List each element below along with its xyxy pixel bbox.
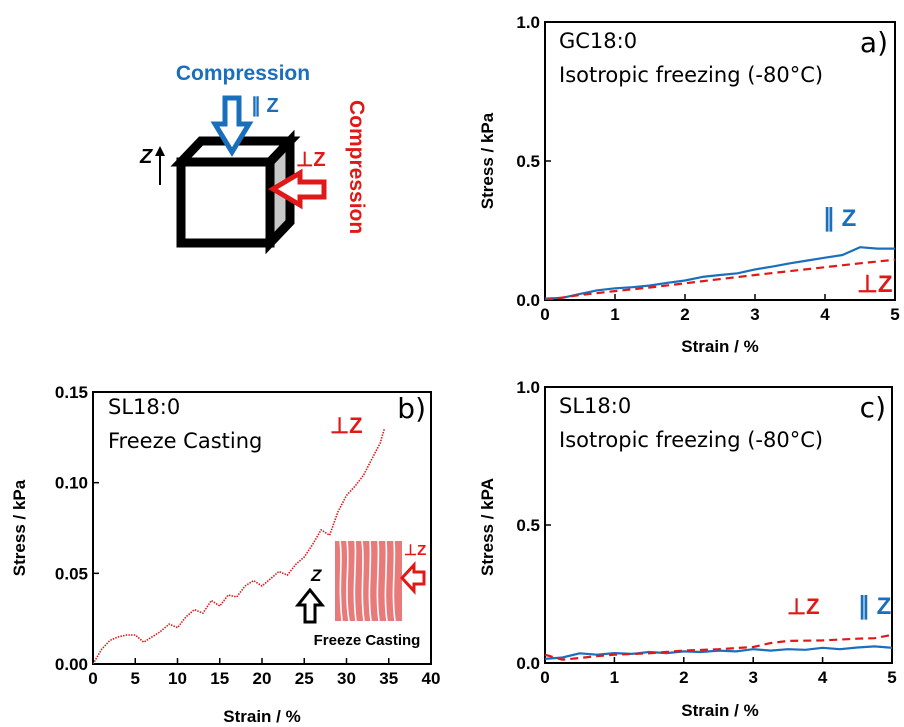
panel-a-x-tick-label: 1 xyxy=(610,305,619,324)
panel-a-letter: a) xyxy=(860,26,888,59)
panel-a-chart: 0 1 2 3 4 5 0.0 0.5 1.0 GC18:0 Isotropic freezin… xyxy=(478,13,900,356)
panel-b-y-tick-label: 0.10 xyxy=(55,474,88,493)
panel-c-parallel-series-label: ∥ Z xyxy=(858,593,891,620)
compression-label-top: Compression xyxy=(176,62,310,85)
panel-b-x-tick-label: 20 xyxy=(253,669,272,688)
panel-a-x-tick-label: 5 xyxy=(890,305,899,324)
panel-a-x-tick-label: 0 xyxy=(540,305,549,324)
panel-c-y-tick-label: 1.0 xyxy=(516,378,540,397)
panel-c-series-perp-line xyxy=(545,633,892,661)
panel-b-x-tick-label: 15 xyxy=(210,669,229,688)
panel-a-parallel-series-label: ∥ Z xyxy=(823,205,856,232)
panel-c-sample-label: SL18:0 xyxy=(559,394,631,418)
panel-c-letter: c) xyxy=(860,391,886,424)
compression-label-side: Compression xyxy=(345,100,368,234)
panel-c-x-tick-label: 3 xyxy=(748,668,757,687)
panel-c-x-tick-label: 0 xyxy=(540,668,549,687)
panel-c-y-tick-label: 0.5 xyxy=(516,516,540,535)
inset-freeze-casting-label: Freeze Casting xyxy=(314,632,421,649)
panel-b-x-tick-label: 30 xyxy=(337,669,356,688)
compression-schematic: Compression ∥ Z ⊥Z Compression Z xyxy=(139,62,368,255)
panel-c-method-label: Isotropic freezing (-80°C) xyxy=(559,428,823,452)
panel-b-perp-series-label: ⊥Z xyxy=(330,413,363,438)
panel-c-x-axis-label: Strain / % xyxy=(681,701,758,720)
panel-c-perp-series-label: ⊥Z xyxy=(787,594,820,619)
panel-b-method-label: Freeze Casting xyxy=(108,429,262,453)
panel-a-y-tick-label: 1.0 xyxy=(516,13,540,32)
panel-b-y-tick-label: 0.00 xyxy=(55,655,88,674)
panel-b-x-tick-label: 40 xyxy=(422,669,441,688)
panel-b-series-perp-line xyxy=(93,428,386,664)
panel-a-y-axis-label: Stress / kPa xyxy=(478,112,497,209)
panel-a-series-parallel-line xyxy=(545,246,895,300)
panel-a-x-tick-label: 4 xyxy=(820,305,830,324)
panel-b-x-axis-label: Strain / % xyxy=(223,707,300,726)
panel-b-x-tick-label: 0 xyxy=(88,669,97,688)
freeze-cast-sample xyxy=(335,541,402,621)
panel-c-x-tick-label: 4 xyxy=(818,668,828,687)
panel-b-x-tick-label: 5 xyxy=(131,669,140,688)
panel-b-y-tick-label: 0.05 xyxy=(55,564,88,583)
panel-a-sample-label: GC18:0 xyxy=(559,29,637,53)
panel-c-x-tick-label: 5 xyxy=(887,668,896,687)
panel-c-x-tick-label: 2 xyxy=(679,668,688,687)
parallel-compression-arrow xyxy=(210,95,254,157)
panel-b-x-tick-label: 10 xyxy=(168,669,187,688)
panel-b-chart: 0 5 10 15 20 25 30 35 400.000.050.100.15 SL18:0 … xyxy=(10,383,440,726)
panel-c-x-tick-label: 1 xyxy=(610,668,619,687)
panel-b-y-tick-label: 0.15 xyxy=(55,383,88,402)
panel-b-sample-label: SL18:0 xyxy=(108,395,180,419)
panel-a-x-tick-label: 3 xyxy=(750,305,759,324)
inset-perp-z-label: ⊥Z xyxy=(404,542,426,559)
panel-a-perp-series-label: ⊥Z xyxy=(857,271,893,298)
panel-c-y-tick-label: 0.0 xyxy=(516,654,540,673)
panel-a-series-perp-line xyxy=(545,258,895,300)
perp-compression-arrow xyxy=(268,168,327,210)
panel-a-method-label: Isotropic freezing (-80°C) xyxy=(559,63,823,87)
panel-c-chart: 0 1 2 3 4 5 0.0 0.5 1.0 SL18:0 Isotropic freezin… xyxy=(478,378,897,720)
z-axis-arrowhead xyxy=(155,146,165,156)
inset-z-arrow xyxy=(294,587,326,624)
panel-a-x-tick-label: 2 xyxy=(680,305,689,324)
panel-b-letter: b) xyxy=(397,392,426,425)
inset-z-label: Z xyxy=(310,566,322,585)
panel-a-y-tick-label: 0.0 xyxy=(516,291,540,310)
freeze-casting-inset: ⊥Z Z Freeze Casting xyxy=(294,540,426,649)
parallel-z-label: ∥ Z xyxy=(251,95,279,117)
freeze-cast-channels xyxy=(339,540,396,622)
panel-c-y-axis-label: Stress / kPA xyxy=(478,478,497,576)
panel-b-x-tick-label: 35 xyxy=(379,669,398,688)
panel-c-series-parallel-line xyxy=(545,645,892,660)
panel-a-y-tick-label: 0.5 xyxy=(516,152,540,171)
perp-z-label: ⊥Z xyxy=(296,149,326,171)
panel-a-x-axis-label: Strain / % xyxy=(681,337,758,356)
z-axis-label: Z xyxy=(139,146,153,168)
panel-b-x-tick-label: 25 xyxy=(295,669,314,688)
inset-perp-arrow xyxy=(399,561,426,595)
cube-front-face xyxy=(176,157,275,248)
panel-b-y-axis-label: Stress / kPa xyxy=(10,479,29,576)
